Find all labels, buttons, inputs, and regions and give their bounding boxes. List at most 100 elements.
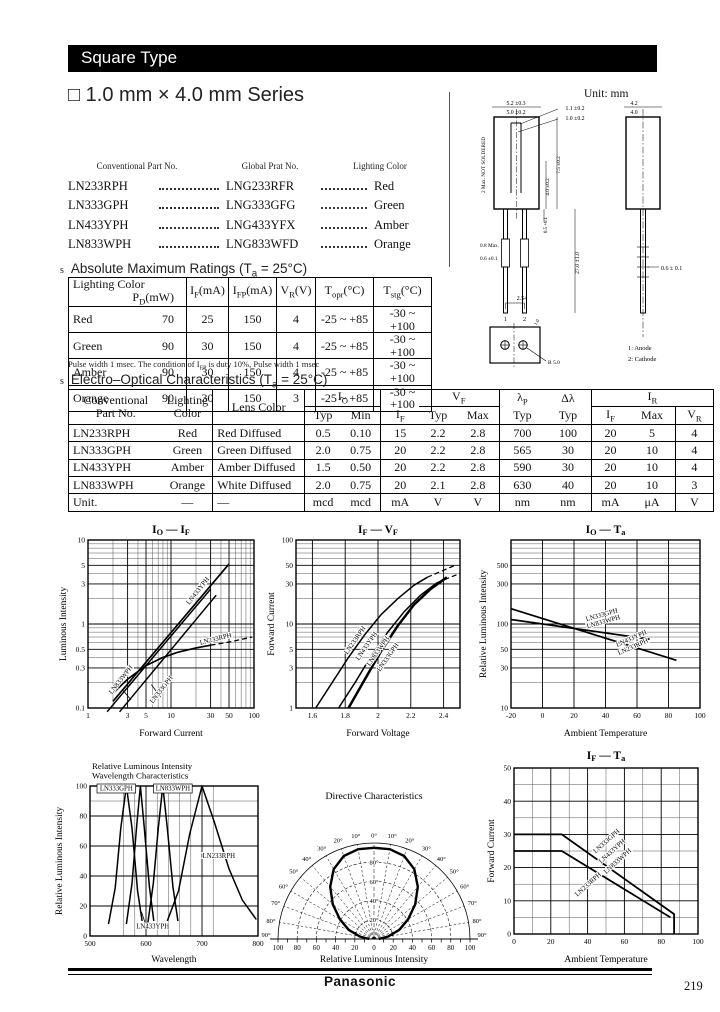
svg-text:40: 40	[332, 944, 340, 952]
svg-text:80: 80	[447, 944, 455, 952]
svg-text:1: 1	[289, 704, 293, 713]
svg-text:IO — IF: IO — IF	[152, 524, 190, 537]
brand-logo: Panasonic	[323, 974, 397, 989]
svg-text:0.5 +0.1: 0.5 +0.1	[544, 216, 549, 232]
mechanical-drawing: 5.2 ±0.3 5.0 ±0.2 1.1 ±0.2 1.0 ±0.2 2 Max. N…	[480, 101, 682, 367]
svg-text:90°: 90°	[261, 932, 271, 939]
svg-text:80°: 80°	[472, 918, 482, 925]
section-abs-max: s Absolute Maximum Ratings (Ta = 25°C)	[60, 261, 308, 280]
svg-text:80: 80	[80, 812, 88, 821]
svg-text:0: 0	[507, 930, 511, 939]
svg-text:1: 1	[86, 711, 90, 720]
col-header-lighting: Lighting Color	[166, 393, 209, 420]
svg-text:Ambient Temperature: Ambient Temperature	[564, 729, 647, 739]
svg-text:Forward Voltage: Forward Voltage	[346, 729, 409, 739]
section-electro-optical: s Electro–Optical Characteristics (Ta = 2…	[60, 372, 328, 391]
svg-text:0: 0	[512, 937, 516, 946]
svg-text:80: 80	[665, 711, 673, 720]
svg-text:Relative Luminous Intensity: Relative Luminous Intensity	[55, 807, 65, 915]
svg-text:100: 100	[76, 782, 88, 791]
group-header-vf: VF	[418, 389, 500, 408]
svg-text:Relative Luminous Intensity: Relative Luminous Intensity	[320, 955, 428, 965]
col-global: Global Prat No.	[241, 161, 299, 171]
svg-text:40: 40	[584, 937, 592, 946]
svg-text:IF — VF: IF — VF	[358, 524, 398, 537]
unit-note: Unit: mm	[584, 88, 629, 100]
section-bullet: s	[60, 265, 64, 276]
svg-text:80°: 80°	[266, 918, 276, 925]
svg-text:3: 3	[289, 664, 293, 673]
svg-text:10: 10	[504, 896, 512, 905]
electro-optical-table: Conventional Part No. Lighting Color Lens …	[68, 389, 714, 512]
svg-text:20: 20	[504, 863, 512, 872]
svg-text:Wavelength Characteristics: Wavelength Characteristics	[92, 771, 189, 781]
svg-text:Luminous Intensity: Luminous Intensity	[59, 587, 69, 661]
col-header-lens: Lens Color	[212, 389, 305, 425]
chart-luminous-intensity-vs-forward-current: 1 3 5 10 30 50 100 0.1 0.3 0.5 1 3 5 10 LN433YPH LN233R…	[59, 524, 260, 739]
svg-text:2 Max. NOT SOLDERED: 2 Max. NOT SOLDERED	[481, 137, 487, 193]
svg-text:Wavelength: Wavelength	[151, 955, 196, 965]
svg-text:5: 5	[81, 561, 85, 570]
vertical-divider	[449, 92, 450, 267]
svg-text:LN233RPH: LN233RPH	[574, 871, 603, 898]
page-number: 219	[684, 979, 703, 993]
svg-text:LN333GPH: LN333GPH	[100, 786, 133, 793]
svg-text:90°: 90°	[477, 932, 487, 939]
svg-text:0.5: 0.5	[76, 645, 86, 654]
svg-text:30: 30	[286, 580, 294, 589]
svg-text:300: 300	[497, 580, 509, 589]
svg-text:50: 50	[501, 645, 509, 654]
svg-text:0°: 0°	[371, 832, 377, 839]
svg-text:2: Cathode: 2: Cathode	[628, 356, 656, 363]
svg-text:20°: 20°	[405, 838, 415, 845]
svg-text:3: 3	[81, 580, 85, 589]
table-row: LN433YPH Amber Amber Diffused 1.5 0.50 20 2.2 2…	[68, 458, 714, 477]
svg-text:500: 500	[497, 561, 509, 570]
svg-text:100: 100	[248, 711, 260, 720]
svg-text:30: 30	[501, 664, 509, 673]
table-row: Green 90 30 150 4 -25 ~ +85 -30 ~ +100	[68, 332, 432, 360]
svg-text:60: 60	[428, 944, 436, 952]
svg-text:2.54: 2.54	[517, 296, 528, 302]
part-list-row: LN833WPH LNG833WFD Orange	[68, 237, 411, 251]
col-lighting-color: Lighting Color	[353, 161, 407, 171]
svg-text:60°: 60°	[279, 884, 289, 891]
svg-text:100: 100	[273, 944, 284, 952]
chart-forward-current-vs-ambient-temperature: 0 20 40 60 80 10001020304050LN333GPHLN433YPHL…	[487, 750, 704, 965]
svg-text:20: 20	[570, 711, 578, 720]
svg-text:40: 40	[602, 711, 610, 720]
svg-text:IO — Ta: IO — Ta	[586, 524, 626, 537]
svg-text:60: 60	[313, 944, 321, 952]
svg-text:600: 600	[140, 939, 152, 948]
svg-text:50: 50	[504, 764, 512, 773]
part-list-row: LN433YPH LNG433YFX Amber	[68, 217, 409, 232]
svg-text:0: 0	[83, 932, 87, 941]
svg-text:0: 0	[372, 944, 376, 952]
svg-text:2: 2	[523, 316, 526, 323]
svg-text:Forward Current: Forward Current	[139, 729, 203, 739]
svg-text:20: 20	[390, 944, 398, 952]
svg-text:20: 20	[80, 902, 88, 911]
svg-text:100: 100	[694, 711, 706, 720]
svg-text:0.6 ± 0.1: 0.6 ± 0.1	[661, 266, 682, 272]
abs-max-footnote: Pulse width 1 msec. The condition of IFP…	[68, 358, 320, 372]
chart-forward-current-vs-forward-voltage: 1.6 1.8 2 2.2 2.4135103050100LN233RPHLN433YP…	[267, 524, 461, 739]
svg-text:10°: 10°	[351, 833, 361, 840]
part-list-row: LN233RPH LNG233RFR Red	[68, 178, 395, 193]
svg-text:20°: 20°	[369, 917, 379, 924]
svg-text:20: 20	[547, 937, 555, 946]
svg-text:LN233RPH: LN233RPH	[199, 632, 232, 647]
page-title: □ 1.0 mm × 4.0 mm Series	[68, 84, 305, 106]
table-row: Red 70 25 150 4 -25 ~ +85 -30 ~ +100	[68, 306, 432, 334]
svg-text:LN433YPH: LN433YPH	[136, 924, 169, 931]
svg-text:0.8 Max.: 0.8 Max.	[480, 243, 499, 249]
svg-text:80: 80	[657, 937, 665, 946]
svg-text:10: 10	[78, 536, 86, 545]
svg-text:Forward Current: Forward Current	[267, 592, 277, 656]
svg-text:0.6 ±0.1: 0.6 ±0.1	[480, 256, 498, 262]
svg-text:80: 80	[294, 944, 302, 952]
svg-text:70°: 70°	[271, 900, 281, 907]
svg-text:30: 30	[504, 830, 512, 839]
svg-text:100: 100	[465, 944, 476, 952]
